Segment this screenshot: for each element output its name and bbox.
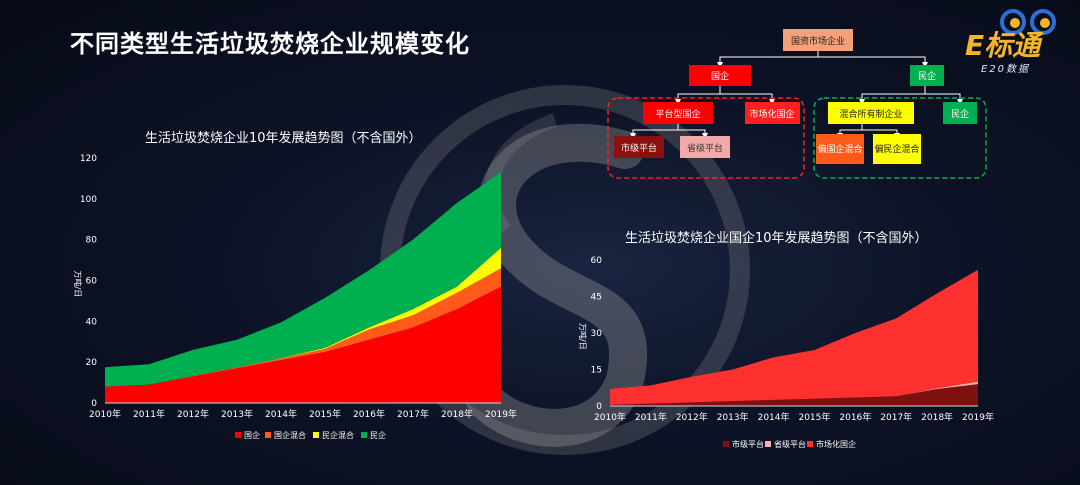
area-series-4 [105, 172, 501, 387]
org-box-guoqi-mix: 偏国企混合 [816, 134, 864, 164]
y-tick-label: 60 [591, 256, 603, 266]
chart-title: 生活垃圾焚烧企业国企10年发展趋势图（不含国外） [625, 230, 928, 246]
legend-swatch [723, 441, 729, 447]
svg-text:偏民企混合: 偏民企混合 [874, 143, 919, 155]
x-tick-label: 2018年 [921, 411, 953, 423]
org-box-guoqi: 国企 [689, 65, 751, 86]
legend-label: 省级平台 [774, 439, 806, 449]
org-box-mixed: 混合所有制企业 [828, 102, 914, 124]
y-axis-label: 万吨/日 [73, 271, 83, 298]
x-tick-label: 2010年 [594, 411, 626, 423]
legend-label: 国企 [244, 430, 260, 440]
chart-total-trend: 生活垃圾焚烧企业10年发展趋势图（不含国外） 万吨/日 0 20 40 60 80 100 12… [73, 130, 517, 440]
svg-text:国企: 国企 [711, 70, 729, 82]
x-tick-label: 2018年 [441, 408, 473, 420]
x-tick-label: 2012年 [676, 411, 708, 423]
chart-title: 生活垃圾焚烧企业10年发展趋势图（不含国外） [145, 130, 422, 146]
y-tick-label: 0 [91, 399, 97, 409]
x-tick-label: 2013年 [221, 408, 253, 420]
area-series-1 [610, 384, 978, 406]
svg-text:市场化国企: 市场化国企 [749, 108, 794, 120]
svg-text:民企: 民企 [918, 70, 936, 82]
x-tick-label: 2010年 [89, 408, 121, 420]
y-tick-label: 45 [591, 293, 602, 303]
x-tick-label: 2019年 [485, 408, 517, 420]
org-box-minqi: 民企 [910, 65, 944, 86]
x-tick-label: 2017年 [880, 411, 912, 423]
y-axis-label: 万吨/日 [578, 323, 588, 350]
svg-text:国资市场企业: 国资市场企业 [791, 35, 845, 47]
chart-guoqi-trend: 生活垃圾焚烧企业国企10年发展趋势图（不含国外） 万吨/日 0 15 30 45 60 201… [578, 230, 994, 449]
x-tick-label: 2015年 [309, 408, 341, 420]
x-tick-label: 2016年 [353, 408, 385, 420]
org-box-platform: 平台型国企 [643, 102, 713, 124]
logo-main-text: E标通 [965, 29, 1041, 62]
legend-label: 民企混合 [322, 430, 354, 440]
y-tick-label: 120 [80, 154, 97, 164]
minqi-group-frame [813, 97, 987, 179]
svg-text:平台型国企: 平台型国企 [655, 108, 700, 120]
x-tick-label: 2017年 [397, 408, 429, 420]
y-tick-label: 80 [86, 236, 98, 246]
x-tick-label: 2019年 [962, 411, 994, 423]
org-box-province-platform: 省级平台 [680, 136, 730, 158]
area-series-3 [610, 269, 978, 405]
org-chart: 国资市场企业 国企 民企 平台型国企 市场化国企 混合所有制企业 民企 市级平台… [607, 29, 987, 179]
x-tick-label: 2016年 [839, 411, 871, 423]
org-box-minqi-leaf: 民企 [943, 102, 977, 124]
svg-text:省级平台: 省级平台 [687, 142, 723, 154]
x-tick-label: 2012年 [177, 408, 209, 420]
org-box-city-platform: 市级平台 [614, 136, 664, 158]
legend-swatch [765, 441, 771, 447]
svg-text:市级平台: 市级平台 [621, 142, 657, 154]
legend-swatch [313, 432, 319, 438]
x-tick-label: 2015年 [798, 411, 830, 423]
legend-label: 市级平台 [732, 439, 764, 449]
org-box-minqi-mix: 偏民企混合 [873, 134, 921, 164]
svg-text:混合所有制企业: 混合所有制企业 [839, 108, 902, 120]
legend-swatch [265, 432, 271, 438]
guoqi-group-frame [607, 97, 805, 179]
legend-swatch [361, 432, 367, 438]
x-tick-label: 2011年 [133, 408, 165, 420]
y-tick-label: 40 [86, 317, 98, 327]
legend-swatch [807, 441, 813, 447]
legend-label: 市场化国企 [816, 439, 856, 449]
y-tick-label: 60 [86, 277, 98, 287]
x-tick-label: 2014年 [758, 411, 790, 423]
x-tick-label: 2014年 [265, 408, 297, 420]
logo-eyes-icon [1000, 9, 1056, 35]
svg-text:民企: 民企 [951, 108, 969, 120]
y-tick-label: 30 [591, 329, 603, 339]
legend-label: 国企混合 [274, 430, 306, 440]
page-title: 不同类型生活垃圾焚烧企业规模变化 [70, 30, 470, 58]
area-series-1 [105, 286, 501, 403]
x-tick-label: 2011年 [635, 411, 667, 423]
org-box-root: 国资市场企业 [783, 29, 853, 51]
org-box-market: 市场化国企 [745, 102, 800, 124]
logo: E标通 E20数据 [965, 8, 1065, 75]
x-tick-label: 2013年 [717, 411, 749, 423]
logo-sub-text: E20数据 [981, 64, 1031, 75]
y-tick-label: 15 [591, 366, 602, 376]
legend-swatch [235, 432, 241, 438]
y-tick-label: 100 [80, 195, 97, 205]
y-tick-label: 0 [596, 402, 602, 412]
svg-text:偏国企混合: 偏国企混合 [817, 143, 862, 155]
legend-label: 民企 [370, 430, 386, 440]
y-tick-label: 20 [86, 358, 98, 368]
